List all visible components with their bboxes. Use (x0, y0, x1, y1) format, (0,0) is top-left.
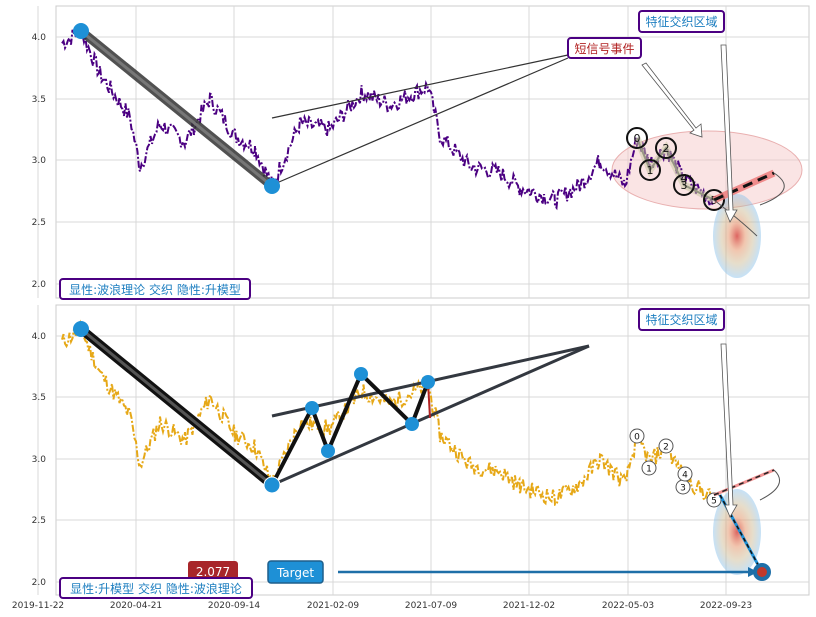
top-region-box (638, 10, 725, 33)
bottom-wave-label: 3 (680, 484, 686, 494)
bottom-projection-dash (713, 469, 775, 496)
bottom-region-box (638, 308, 725, 331)
bottom-wave-circle (706, 492, 722, 508)
x-tick-label: 2020-04-21 (110, 601, 162, 611)
top-price-series (61, 25, 714, 211)
bottom-wave-labels: 0 1 2 3 4 5 (629, 428, 722, 508)
bottom-projection-arc (759, 469, 781, 501)
bottom-pivot-4 (354, 367, 368, 381)
top-wave-label: 4 (681, 172, 688, 185)
top-trend-lower (271, 57, 569, 186)
top-wave-circle (673, 174, 695, 196)
bottom-wave-label: 5 (711, 497, 717, 507)
top-pivot-low (264, 178, 280, 194)
y-tick-label: 3.5 (32, 393, 46, 403)
y-tick-label: 3.0 (32, 455, 47, 465)
bottom-wave-label: 4 (682, 471, 688, 481)
bottom-legend-text: 显性:升模型 交织 隐性:波浪理论 (70, 581, 242, 596)
bottom-pivot-5 (405, 417, 419, 431)
y-tick-label: 4.0 (32, 332, 47, 342)
top-downtrend-line-highlight (80, 29, 273, 188)
y-tick-label: 4.0 (32, 33, 47, 43)
top-target-blob (713, 194, 761, 278)
top-legend-box (59, 278, 251, 300)
bottom-zigzag (270, 370, 430, 486)
bottom-region-label: 特征交织区域 (645, 312, 717, 327)
bottom-wave-circle (658, 438, 674, 454)
bottom-legend-box (59, 577, 253, 599)
top-y-ticks: 2.0 2.5 3.0 3.5 4.0 (32, 33, 47, 290)
top-event-label: 短信号事件 (574, 42, 634, 56)
top-legend-text: 显性:波浪理论 交织 隐性:升模型 (69, 282, 241, 297)
bottom-target-label: Target (276, 566, 314, 580)
x-tick-label: 2022-05-03 (602, 601, 654, 611)
bottom-pivot-1 (263, 476, 281, 494)
x-tick-label: 2021-12-02 (503, 601, 555, 611)
top-pivot-high (73, 23, 89, 39)
x-tick-label: 2019-11-22 (12, 601, 64, 611)
top-trend-upper (271, 54, 569, 119)
top-wave-label: 1 (647, 164, 654, 177)
bottom-pivot-6 (421, 375, 435, 389)
x-tick-label: 2021-07-09 (405, 601, 458, 611)
bottom-pivot-3 (321, 444, 335, 458)
bottom-target-blob (713, 489, 761, 575)
y-tick-label: 3.0 (32, 156, 47, 166)
top-wave-circle (626, 127, 648, 149)
x-tick-label: 2020-09-14 (208, 601, 261, 611)
top-projection-arc (759, 172, 785, 206)
y-tick-label: 2.0 (32, 578, 47, 588)
top-region-arrow (720, 44, 738, 223)
top-wave-label: 3 (681, 179, 688, 192)
top-wave-label: 0 (634, 132, 641, 145)
bottom-region-arrow (720, 343, 738, 518)
top-target-arc (713, 199, 758, 237)
bottom-wave-circle (677, 466, 693, 482)
bottom-target-marker-inner (757, 567, 767, 577)
top-wave-circle (703, 189, 725, 211)
y-tick-label: 3.5 (32, 95, 46, 105)
bottom-wave-circle (641, 460, 657, 476)
top-event-box (567, 37, 642, 59)
bottom-panel: 2.0 2.5 3.0 3.5 4.0 0 1 2 3 4 5 (32, 304, 810, 599)
top-wave-shadow (633, 136, 716, 204)
top-plot-area (55, 5, 810, 299)
bottom-wave-label: 0 (634, 433, 640, 443)
top-wave-label: 2 (663, 142, 670, 155)
bottom-y-ticks: 2.0 2.5 3.0 3.5 4.0 (32, 332, 47, 588)
top-projection-dash (713, 171, 775, 202)
bottom-wave-circle (629, 428, 645, 444)
bottom-pivot-2 (305, 401, 319, 415)
y-tick-label: 2.5 (32, 218, 46, 228)
x-tick-label: 2022-09-23 (700, 601, 752, 611)
top-wave-circle (655, 137, 677, 159)
bottom-target-box (267, 560, 324, 584)
y-tick-label: 2.5 (32, 516, 46, 526)
x-tick-label: 2021-02-09 (307, 601, 360, 611)
x-axis-ticks: 2019-11-22 2020-04-21 2020-09-14 2021-02-09… (12, 601, 752, 611)
bottom-price-tag-label: 2.077 (196, 565, 230, 579)
bottom-wave-label: 1 (646, 465, 652, 475)
top-event-arrow (641, 62, 703, 138)
top-region-label: 特征交织区域 (645, 14, 717, 29)
bottom-wave-label: 2 (663, 443, 669, 453)
bottom-plot-area (55, 304, 810, 596)
bottom-pivot-0 (73, 321, 89, 337)
bottom-price-tag-box (188, 561, 238, 581)
top-wave-circle (639, 159, 661, 181)
y-tick-label: 2.0 (32, 280, 47, 290)
bottom-downtrend-line-highlight (80, 327, 273, 487)
